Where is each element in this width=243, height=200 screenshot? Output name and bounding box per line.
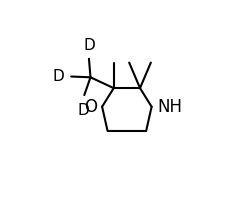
- Text: NH: NH: [157, 97, 182, 115]
- Text: D: D: [84, 38, 95, 52]
- Text: D: D: [78, 103, 89, 117]
- Text: O: O: [84, 97, 97, 115]
- Text: D: D: [52, 69, 64, 84]
